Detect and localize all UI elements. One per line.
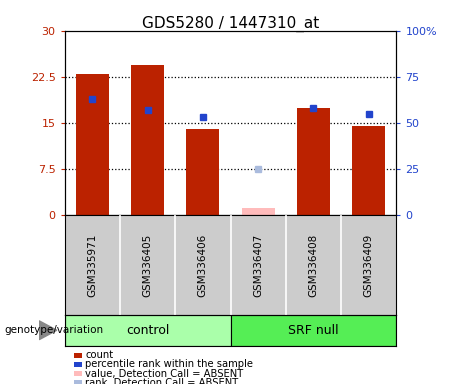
Text: GDS5280 / 1447310_at: GDS5280 / 1447310_at <box>142 15 319 31</box>
Text: count: count <box>85 350 113 360</box>
Bar <box>131 65 164 215</box>
Text: GSM335971: GSM335971 <box>87 233 97 297</box>
Text: value, Detection Call = ABSENT: value, Detection Call = ABSENT <box>85 369 243 379</box>
Polygon shape <box>39 321 57 339</box>
Bar <box>186 129 219 215</box>
Bar <box>76 74 109 215</box>
Bar <box>65 315 230 346</box>
Bar <box>242 208 275 215</box>
Text: genotype/variation: genotype/variation <box>5 325 104 335</box>
Text: GSM336408: GSM336408 <box>308 233 319 296</box>
Bar <box>352 126 385 215</box>
Text: GSM336409: GSM336409 <box>364 233 374 296</box>
Text: percentile rank within the sample: percentile rank within the sample <box>85 359 253 369</box>
Text: rank, Detection Call = ABSENT: rank, Detection Call = ABSENT <box>85 378 238 384</box>
Bar <box>230 315 396 346</box>
Text: control: control <box>126 324 169 337</box>
Text: GSM336405: GSM336405 <box>142 233 153 296</box>
Text: GSM336407: GSM336407 <box>253 233 263 296</box>
Bar <box>297 108 330 215</box>
Text: GSM336406: GSM336406 <box>198 233 208 296</box>
Text: SRF null: SRF null <box>288 324 339 337</box>
